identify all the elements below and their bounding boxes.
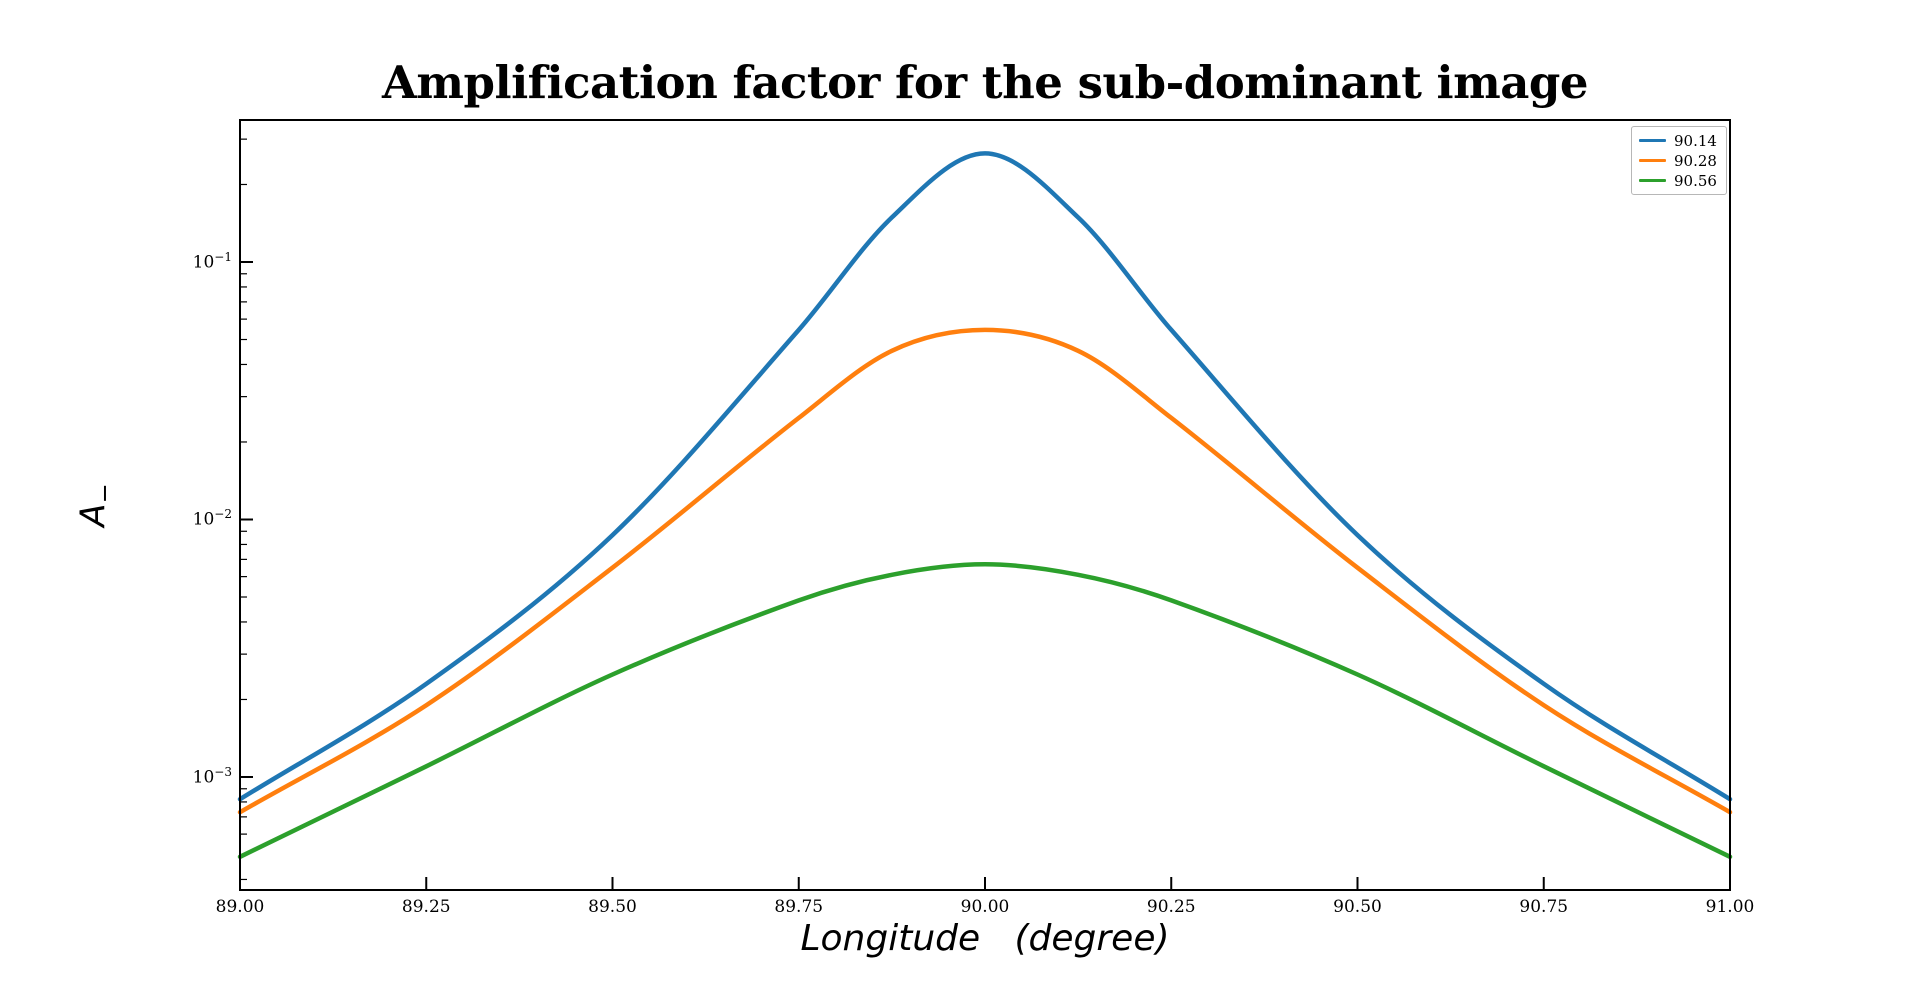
series-line-90.56 bbox=[237, 562, 1733, 860]
x-tick-label: 89.50 bbox=[588, 897, 637, 917]
legend-label: 90.56 bbox=[1674, 171, 1717, 190]
legend-item: 90.56 bbox=[1639, 171, 1717, 190]
y-axis-label-main: A bbox=[73, 503, 114, 527]
data-curves bbox=[237, 151, 1733, 860]
x-tick-label: 90.25 bbox=[1146, 897, 1196, 917]
y-axis-label-sub: − bbox=[90, 483, 119, 504]
y-tick-label: 10−1 bbox=[192, 249, 232, 273]
legend-line-swatch bbox=[1639, 138, 1666, 143]
x-tick-label: 89.00 bbox=[215, 897, 265, 917]
legend-line-swatch bbox=[1639, 158, 1666, 163]
series-line-90.28 bbox=[237, 327, 1733, 815]
legend-label: 90.28 bbox=[1674, 151, 1717, 170]
y-tick-label: 10−3 bbox=[192, 764, 232, 788]
legend-line-swatch bbox=[1639, 178, 1666, 183]
y-axis-label: A− bbox=[74, 425, 119, 585]
x-tick-label: 90.75 bbox=[1519, 897, 1569, 917]
legend-item: 90.14 bbox=[1639, 131, 1717, 150]
chart-title: Amplification factor for the sub-dominan… bbox=[381, 56, 1589, 109]
legend: 90.14 90.28 90.56 bbox=[1631, 126, 1727, 195]
x-tick-label: 90.00 bbox=[960, 897, 1010, 917]
y-tick-label: 10−2 bbox=[192, 507, 232, 531]
axis-tick-marks bbox=[239, 138, 1731, 890]
series-line-90.14 bbox=[237, 151, 1733, 802]
x-axis-label: Longitude (degree) bbox=[800, 918, 1170, 959]
x-tick-label: 90.50 bbox=[1333, 897, 1382, 917]
legend-item: 90.28 bbox=[1639, 151, 1717, 170]
x-tick-label: 89.75 bbox=[774, 897, 824, 917]
plot-border bbox=[239, 119, 1731, 891]
x-tick-label: 89.25 bbox=[401, 897, 451, 917]
legend-label: 90.14 bbox=[1674, 131, 1717, 150]
x-tick-label: 91.00 bbox=[1705, 897, 1755, 917]
